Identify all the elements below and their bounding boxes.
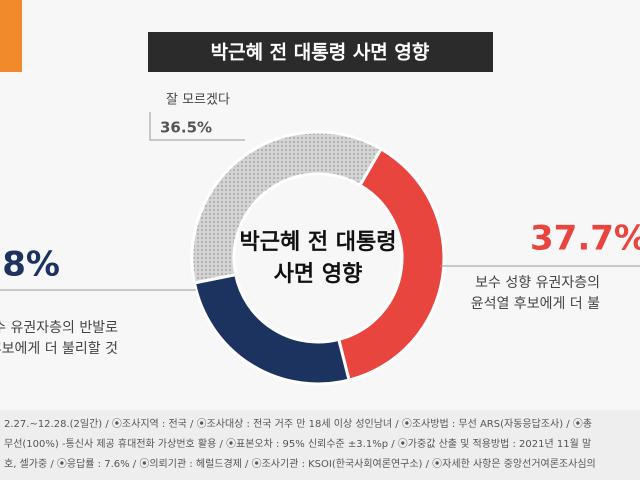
- footer-text: 무선(100%) -통신사 제공 휴대전화 가상번호 활용 / ⦿표본오차 : …: [4, 437, 591, 450]
- title-box: [148, 32, 493, 72]
- slice-label: 윤석열 후보에게 더 불: [471, 296, 600, 312]
- slice-label: 수 유권자층의 반발로: [0, 320, 118, 336]
- value-label: 36.5%: [160, 119, 212, 137]
- slice-label: 후보에게 더 불리할 것: [0, 341, 118, 357]
- center-text: 사면 영향: [274, 262, 363, 287]
- slice-label: 보수 성향 유권자층의: [475, 275, 600, 291]
- slice-label: 잘 모르겠다: [166, 93, 230, 108]
- footer-text: 2.27.~12.28.(2일간) / ⦿조사지역 : 전국 / ⦿조사대상 :…: [4, 418, 592, 430]
- chart-title: 박근혜 전 대통령 사면 영향: [211, 42, 430, 64]
- value-label: 37.7%: [530, 219, 640, 259]
- center-text: 박근혜 전 대통령: [240, 230, 397, 255]
- donut-slice: [336, 146, 446, 382]
- leader-line: [149, 112, 245, 141]
- logo: [0, 0, 22, 72]
- footer-text: 호, 셀가중 / ⦿응답률 : 7.6% / ⦿의뢰기관 : 헤럴드경제 / ⦿…: [4, 457, 596, 470]
- donut-slice: [190, 130, 384, 285]
- value-label: 25.8%: [0, 245, 60, 285]
- footer-box: [0, 410, 640, 480]
